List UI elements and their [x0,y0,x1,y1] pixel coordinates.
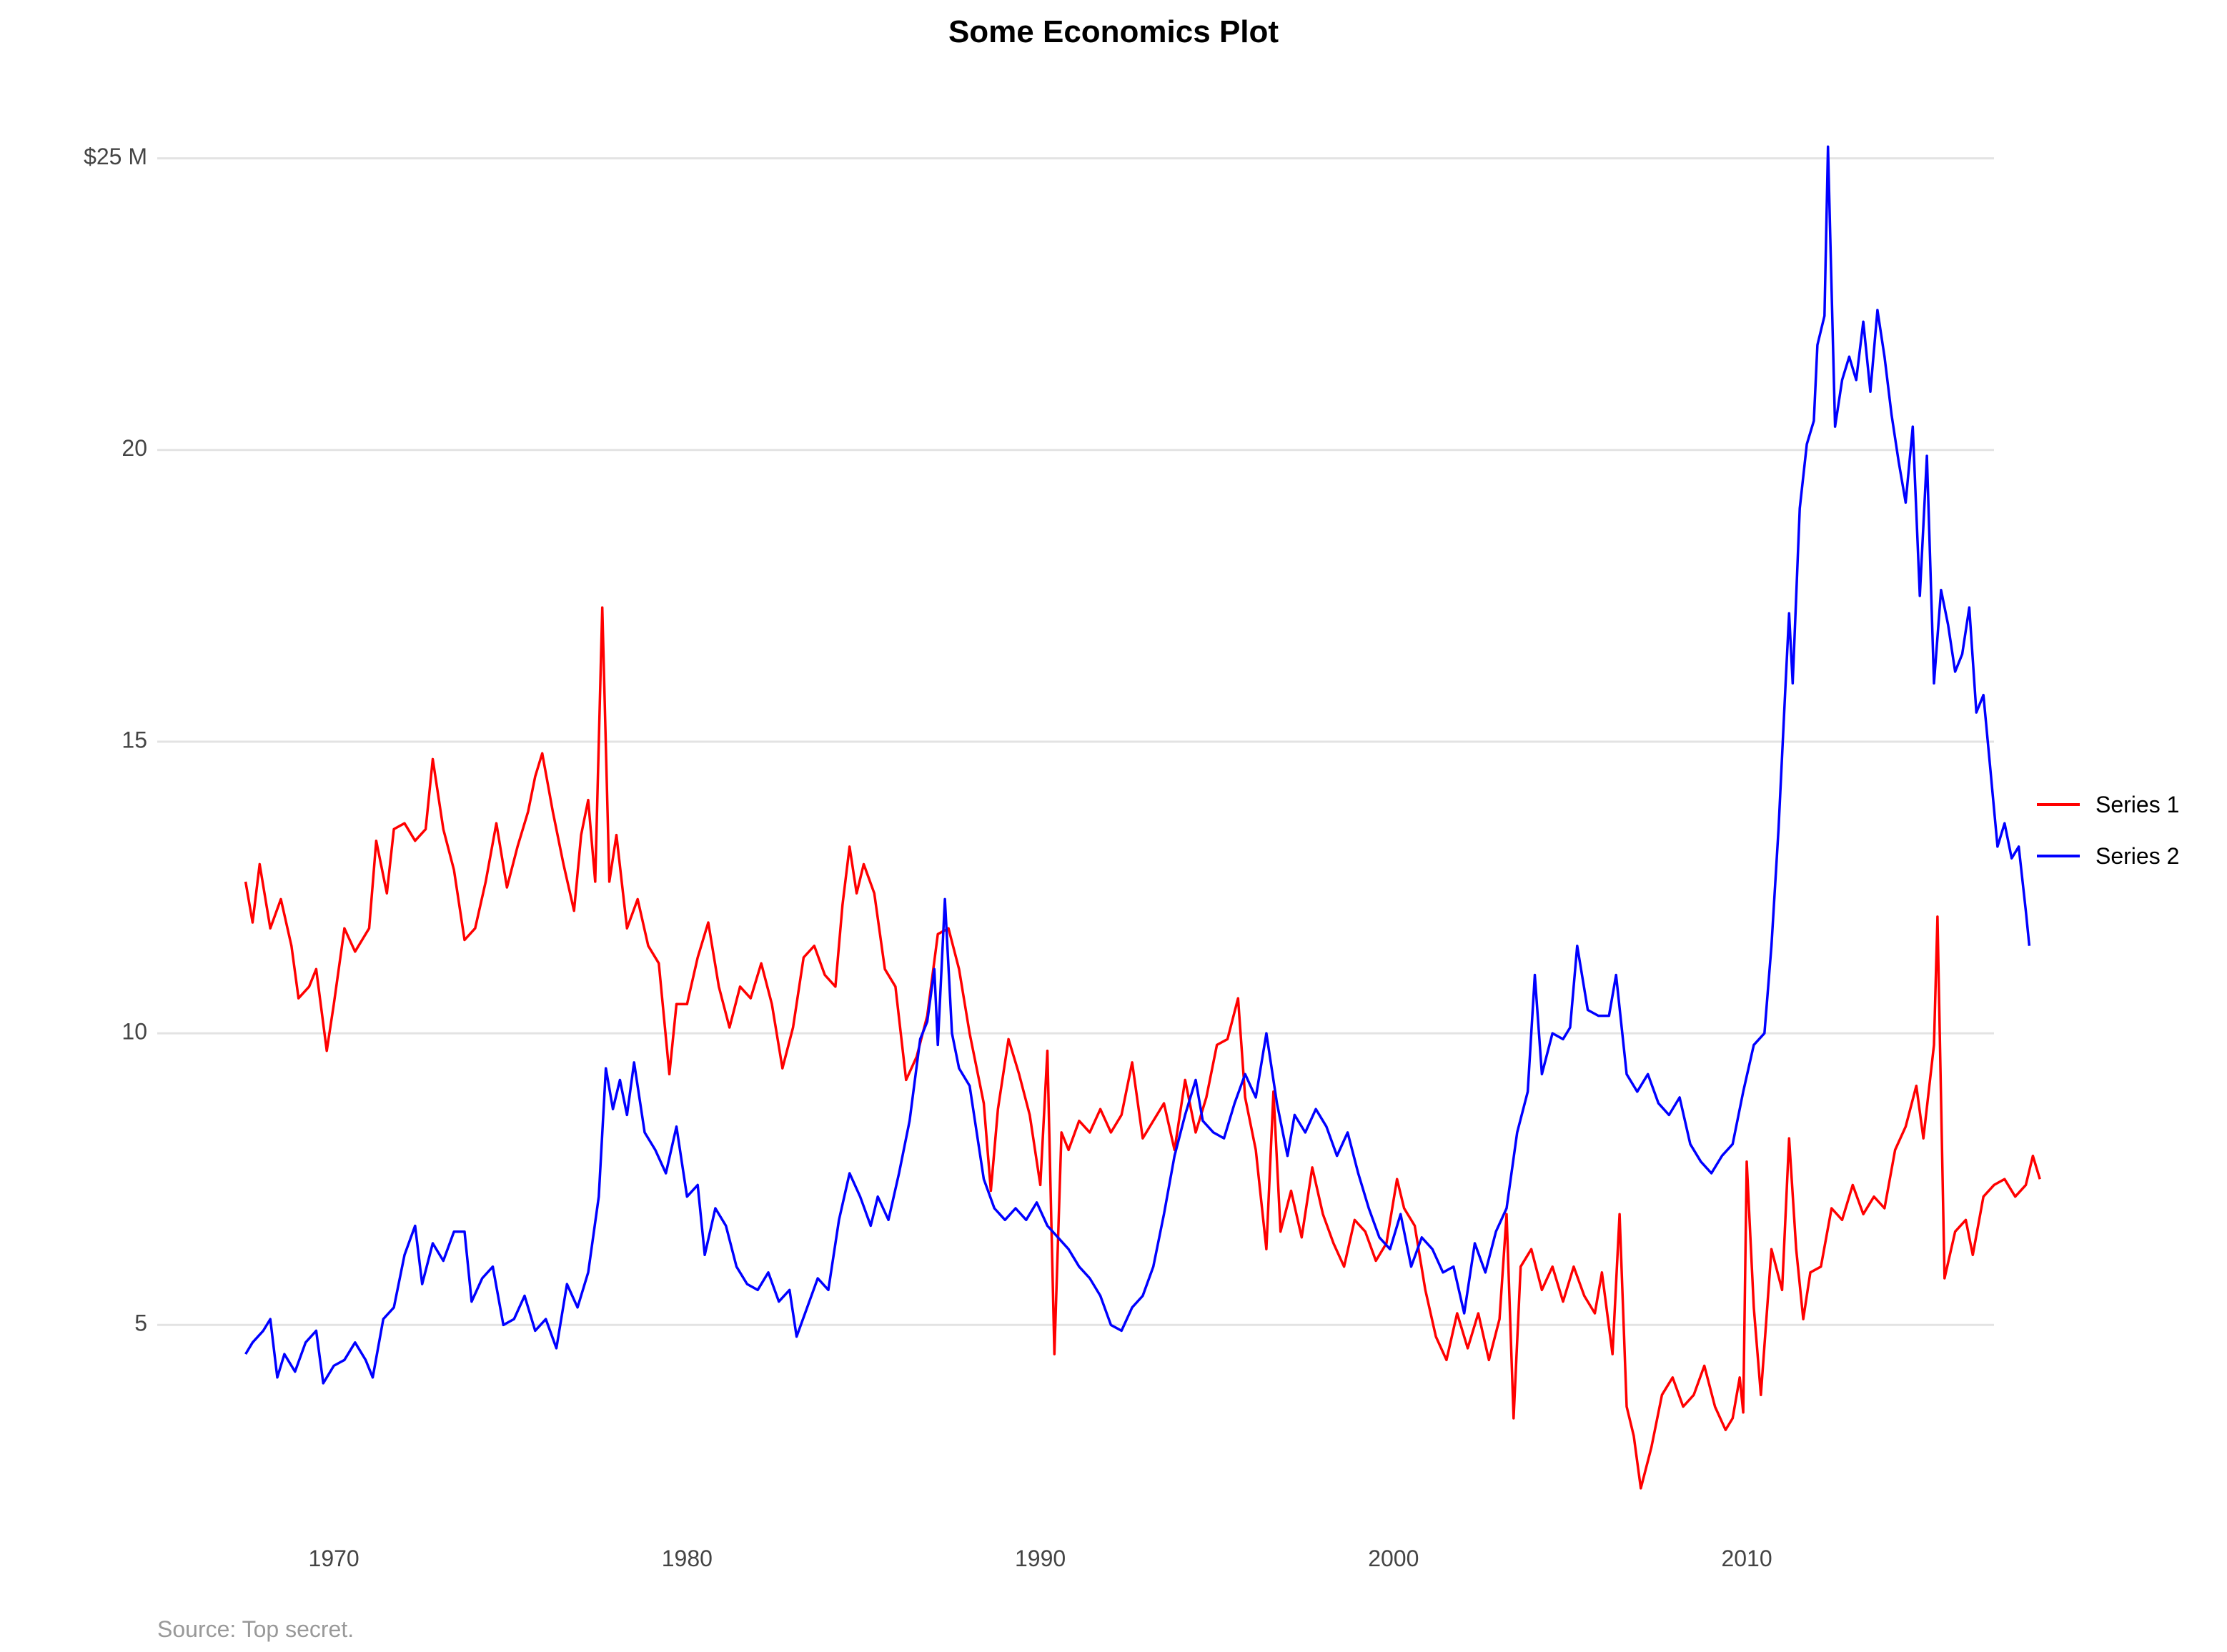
legend-swatch-series-1 [2037,803,2080,806]
series-lines [244,145,2041,1490]
x-tick-label: 2000 [1368,1546,1419,1571]
y-tick-label: 20 [121,435,147,461]
chart-title: Some Economics Plot [948,14,1279,49]
y-tick-label: $25 M [84,144,147,169]
legend-swatch-series-2 [2037,855,2080,857]
source-caption: Source: Top secret. [157,1616,354,1642]
legend-label-series-2: Series 2 [2095,842,2180,869]
legend-item-series-1: Series 1 [2037,779,2179,830]
y-tick-label: 5 [134,1310,147,1336]
x-axis-tick-labels: 1970 1980 1990 2000 2010 [309,1546,1772,1571]
y-tick-label: 15 [121,727,147,752]
series-line-1 [244,606,2041,1490]
series-line-2 [244,145,2031,1385]
y-tick-label: 10 [121,1019,147,1045]
legend: Series 1 Series 2 [2037,779,2179,882]
legend-label-series-1: Series 1 [2095,791,2180,817]
x-tick-label: 2010 [1721,1546,1772,1571]
legend-item-series-2: Series 2 [2037,830,2179,882]
x-tick-label: 1990 [1015,1546,1066,1571]
x-tick-label: 1970 [309,1546,359,1571]
x-tick-label: 1980 [662,1546,713,1571]
y-axis-tick-labels: 5 10 15 20 $25 M [84,144,147,1336]
gridlines [157,157,1994,1326]
